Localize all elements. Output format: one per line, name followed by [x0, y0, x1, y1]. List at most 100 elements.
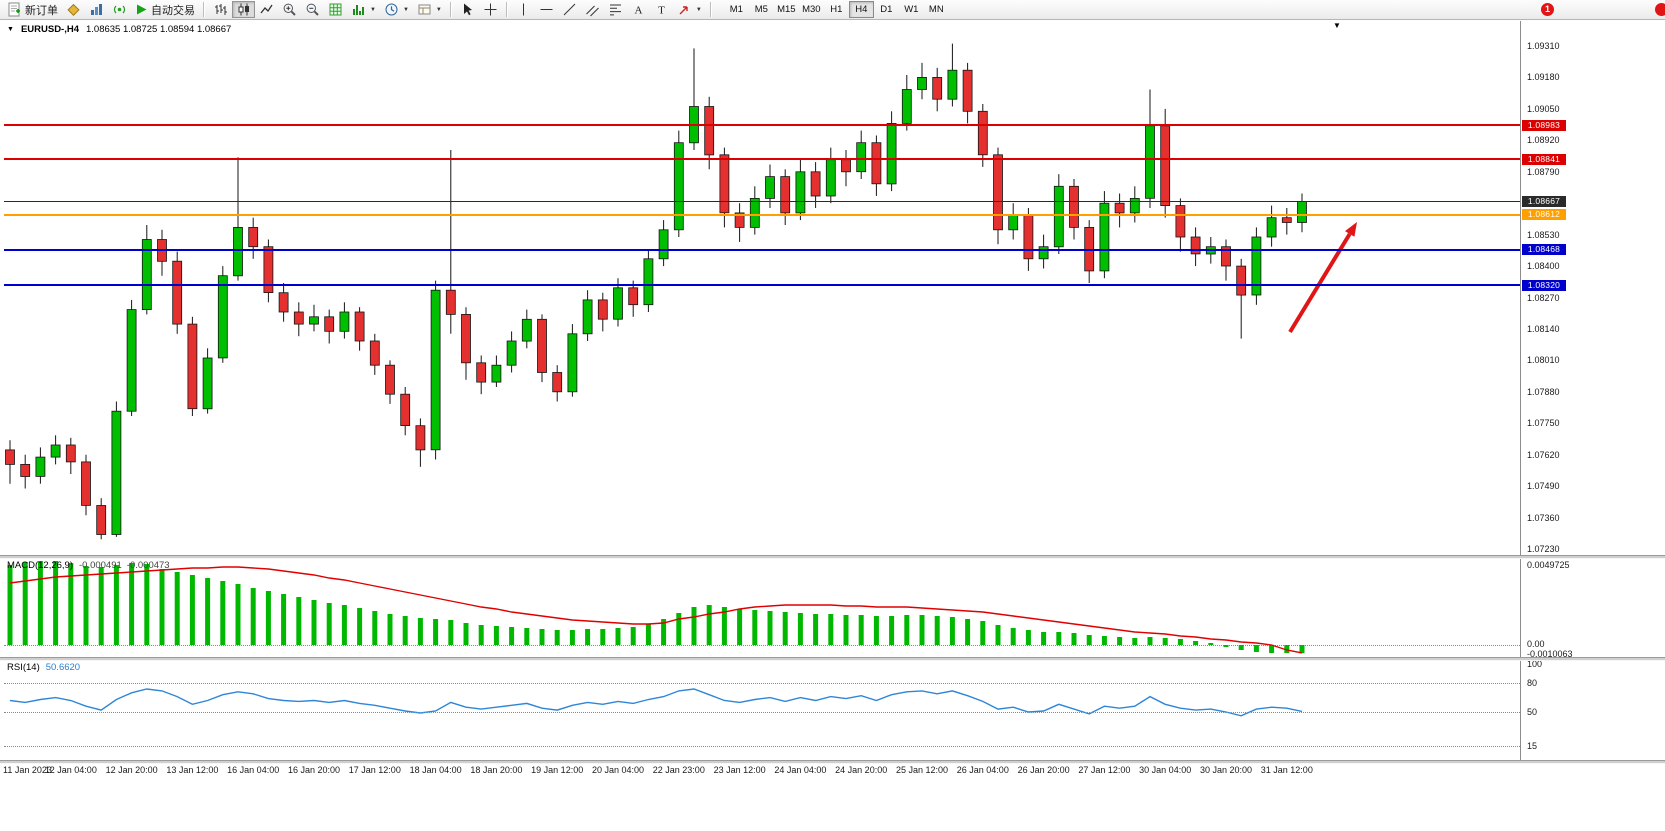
timeframe-m1[interactable]: M1 — [724, 1, 749, 18]
chevron-down-icon: ▼ — [402, 6, 409, 13]
new-order-button[interactable]: 新订单 — [3, 1, 62, 18]
macd-signal-value: -0.000473 — [126, 560, 170, 571]
panel-divider[interactable] — [0, 657, 1665, 661]
timeframe-mn[interactable]: MN — [924, 1, 949, 18]
time-label: 13 Jan 12:00 — [166, 765, 219, 775]
svg-text:A: A — [634, 5, 642, 17]
horizontal-line-1.08468[interactable] — [4, 248, 1520, 251]
panel-divider[interactable] — [0, 760, 1665, 764]
timeframe-m30[interactable]: M30 — [799, 1, 824, 18]
price-tick-1.08010: 1.08010 — [1527, 355, 1560, 365]
edge-notification-badge[interactable] — [1655, 3, 1665, 16]
price-tick-1.09310: 1.09310 — [1527, 41, 1560, 51]
price-tick-1.08920: 1.08920 — [1527, 135, 1560, 145]
market-watch-button[interactable] — [62, 1, 85, 18]
price-tick-1.08400: 1.08400 — [1527, 261, 1560, 271]
price-tick-1.09180: 1.09180 — [1527, 72, 1560, 82]
chevron-down-icon: ▼ — [435, 6, 442, 13]
price-tick-1.07230: 1.07230 — [1527, 544, 1560, 554]
terminal-button[interactable] — [85, 1, 108, 18]
signals-button[interactable] — [108, 1, 131, 18]
trend-arrow-annotation[interactable] — [1288, 222, 1357, 334]
price-tag-1.08612: 1.08612 — [1522, 209, 1566, 220]
toolbar-separator — [505, 2, 508, 17]
rsi-axis-label: 15 — [1527, 741, 1538, 751]
terminal-icon — [91, 4, 102, 15]
price-tag-1.08320: 1.08320 — [1522, 280, 1566, 291]
scroll-marker-icon[interactable]: ▼ — [1333, 21, 1341, 30]
bar-chart-icon — [215, 4, 227, 15]
price-tick-1.07490: 1.07490 — [1527, 481, 1560, 491]
clock-icon — [385, 3, 398, 16]
cursor-button[interactable] — [456, 1, 479, 18]
time-label: 12 Jan 20:00 — [105, 765, 158, 775]
price-tick-1.08530: 1.08530 — [1527, 230, 1560, 240]
indicators-button[interactable]: ▼ — [347, 1, 380, 18]
templates-button[interactable]: ▼ — [413, 1, 446, 18]
chevron-down-icon: ▼ — [370, 6, 376, 13]
horizontal-line-button[interactable] — [535, 1, 558, 18]
auto-trading-label: 自动交易 — [151, 4, 195, 17]
timeframe-d1[interactable]: D1 — [874, 1, 899, 18]
horizontal-line-1.08667[interactable] — [4, 201, 1520, 202]
price-tick-1.07360: 1.07360 — [1527, 513, 1560, 523]
candlestick-chart-button[interactable] — [232, 1, 255, 18]
timeframe-h1[interactable]: H1 — [824, 1, 849, 18]
zoom-in-button[interactable] — [278, 1, 301, 18]
rsi-axis-label: 80 — [1527, 678, 1538, 688]
trendline-button[interactable] — [558, 1, 581, 18]
macd-name: MACD(12,26,9) — [7, 560, 73, 571]
time-label: 26 Jan 04:00 — [956, 765, 1009, 775]
horizontal-line-1.08612[interactable] — [4, 213, 1520, 216]
toolbar-separator — [203, 2, 205, 17]
timeframe-m5[interactable]: M5 — [749, 1, 774, 18]
chart-title-bar: ▼ EURUSD-,H4 1.08635 1.08725 1.08594 1.0… — [7, 24, 231, 35]
horizontal-line-1.08841[interactable] — [4, 158, 1520, 161]
price-tick-1.07750: 1.07750 — [1527, 418, 1560, 428]
label-icon: T — [658, 5, 665, 17]
text-button[interactable]: A — [627, 1, 650, 18]
rsi-level-80 — [4, 683, 1520, 684]
rsi-axis-label: 50 — [1527, 707, 1538, 717]
grid-icon — [329, 3, 342, 16]
zoom-out-icon — [306, 3, 319, 16]
collapse-icon[interactable]: ▼ — [7, 26, 14, 33]
fibonacci-button[interactable] — [604, 1, 627, 18]
arrows-button[interactable]: ▼ — [673, 1, 706, 18]
price-tick-1.08790: 1.08790 — [1527, 167, 1560, 177]
price-tag-1.08667: 1.08667 — [1522, 196, 1566, 207]
horizontal-line-1.08320[interactable] — [4, 284, 1520, 287]
label-button[interactable]: T — [650, 1, 673, 18]
channel-button[interactable] — [581, 1, 604, 18]
timeframe-m15[interactable]: M15 — [774, 1, 799, 18]
price-tick-1.07620: 1.07620 — [1527, 450, 1560, 460]
bar-chart-button[interactable] — [209, 1, 232, 18]
panel-divider[interactable] — [0, 555, 1665, 559]
vertical-line-button[interactable] — [512, 1, 535, 18]
time-label: 22 Jan 23:00 — [652, 765, 705, 775]
new-order-label: 新订单 — [25, 4, 58, 17]
time-label: 23 Jan 12:00 — [713, 765, 766, 775]
auto-trading-button[interactable]: 自动交易 — [131, 1, 199, 18]
timeframe-w1[interactable]: W1 — [899, 1, 924, 18]
timeframe-h4[interactable]: H4 — [848, 1, 874, 18]
periodicity-button[interactable]: ▼ — [380, 1, 413, 18]
time-label: 20 Jan 04:00 — [591, 765, 645, 775]
rsi-level-50 — [4, 712, 1520, 713]
macd-axis-label: 0.00 — [1527, 639, 1545, 649]
new-order-icon — [8, 2, 20, 17]
rsi-label: RSI(14) 50.6620 — [7, 662, 80, 673]
line-chart-button[interactable] — [255, 1, 278, 18]
horizontal-line-1.08983[interactable] — [4, 124, 1520, 127]
chevron-down-icon: ▼ — [695, 6, 702, 13]
alert-badge[interactable]: 1 — [1541, 3, 1554, 16]
trendline-icon — [563, 3, 576, 16]
horizontal-line-icon — [540, 9, 553, 10]
play-icon — [137, 4, 147, 15]
crosshair-button[interactable] — [479, 1, 502, 18]
macd-main-value: -0.000491 — [79, 560, 122, 571]
zoom-out-button[interactable] — [301, 1, 324, 18]
grid-button[interactable] — [324, 1, 347, 18]
toolbar-separator — [709, 2, 712, 17]
